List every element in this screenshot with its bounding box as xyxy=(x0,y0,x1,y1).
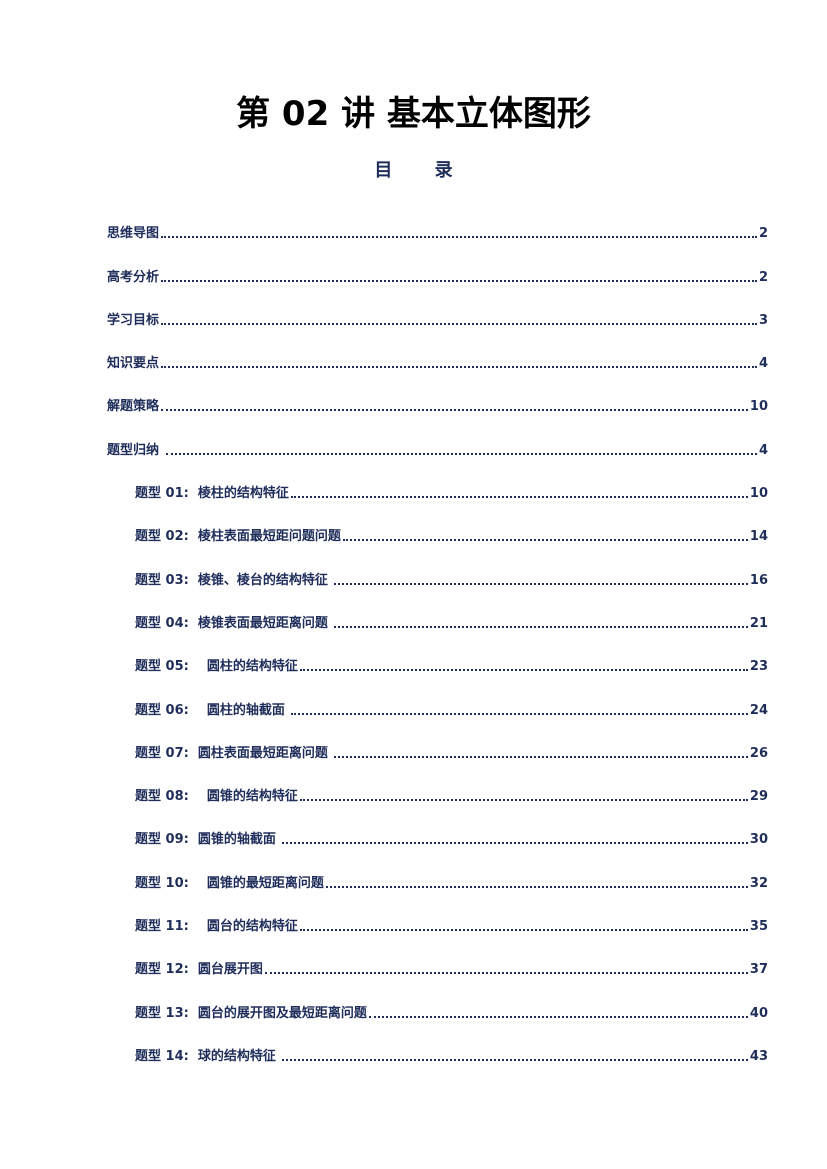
toc-page-number: 26 xyxy=(749,745,768,761)
toc-page-number: 10 xyxy=(749,486,768,502)
toc-heading: 目 录 xyxy=(374,160,453,181)
dot-leader xyxy=(161,236,757,239)
toc-entry-label: 高考分析 xyxy=(107,269,160,285)
dot-leader xyxy=(161,322,757,325)
toc-entry-label: 题型 04: 棱锥表面最短距离问题 xyxy=(135,615,333,631)
toc-entry[interactable]: 知识要点 4 xyxy=(107,352,768,395)
toc-entry-label: 思维导图 xyxy=(107,226,160,242)
toc-page-number: 4 xyxy=(758,356,768,372)
dot-leader xyxy=(334,755,748,758)
dot-leader xyxy=(291,712,748,715)
dot-leader xyxy=(290,496,748,499)
toc-page-number: 14 xyxy=(749,529,768,545)
toc-entry-label: 解题策略 xyxy=(107,399,160,415)
toc-entry-label: 题型 01: 棱柱的结构特征 xyxy=(135,486,289,502)
toc-page-number: 10 xyxy=(749,399,768,415)
toc-entry-label: 题型 13: 圆台的展开图及最短距离问题 xyxy=(135,1005,367,1021)
toc-subentry[interactable]: 题型 05: 圆柱的结构特征 23 xyxy=(107,655,768,698)
toc-page-number: 30 xyxy=(749,832,768,848)
dot-leader xyxy=(264,972,748,975)
toc-entry[interactable]: 高考分析 2 xyxy=(107,265,768,308)
toc-subentry[interactable]: 题型 06: 圆柱的轴截面 24 xyxy=(107,698,768,741)
table-of-contents: 思维导图 2 高考分析 2 学习目标 3 知识要点 4 解题策略 10 题型归纳 4 题型 01: 棱… xyxy=(107,222,768,1088)
toc-page-number: 40 xyxy=(749,1005,768,1021)
toc-subentry[interactable]: 题型 04: 棱锥表面最短距离问题 21 xyxy=(107,612,768,655)
dot-leader xyxy=(161,366,757,369)
toc-subentry[interactable]: 题型 13: 圆台的展开图及最短距离问题 40 xyxy=(107,1001,768,1044)
toc-entry-label: 题型 03: 棱锥、棱台的结构特征 xyxy=(135,572,333,588)
dot-leader xyxy=(299,799,748,802)
toc-entry[interactable]: 解题策略 10 xyxy=(107,395,768,438)
toc-page-number: 2 xyxy=(758,226,768,242)
dot-leader xyxy=(282,842,748,845)
dot-leader xyxy=(282,1058,748,1061)
dot-leader xyxy=(299,669,748,672)
toc-page-number: 2 xyxy=(758,269,768,285)
toc-entry-label: 题型 14: 球的结构特征 xyxy=(135,1048,281,1064)
toc-page-number: 37 xyxy=(749,962,768,978)
toc-page-number: 4 xyxy=(758,442,768,458)
dot-leader xyxy=(161,279,757,282)
toc-entry-label: 题型 08: 圆锥的结构特征 xyxy=(135,789,298,805)
dot-leader xyxy=(325,885,748,888)
toc-subentry[interactable]: 题型 10: 圆锥的最短距离问题 32 xyxy=(107,871,768,914)
toc-subentry[interactable]: 题型 14: 球的结构特征 43 xyxy=(107,1045,768,1088)
toc-entry[interactable]: 题型归纳 4 xyxy=(107,438,768,481)
dot-leader xyxy=(299,929,748,932)
toc-subentry[interactable]: 题型 11: 圆台的结构特征 35 xyxy=(107,915,768,958)
toc-entry-label: 题型 11: 圆台的结构特征 xyxy=(135,919,298,935)
toc-entry-label: 题型 02: 棱柱表面最短距问题问题 xyxy=(135,529,341,545)
toc-entry-label: 题型 06: 圆柱的轴截面 xyxy=(135,702,290,718)
toc-page-number: 16 xyxy=(749,572,768,588)
toc-entry-label: 题型 12: 圆台展开图 xyxy=(135,962,263,978)
toc-entry-label: 题型 10: 圆锥的最短距离问题 xyxy=(135,875,324,891)
toc-subentry[interactable]: 题型 08: 圆锥的结构特征 29 xyxy=(107,785,768,828)
toc-page-number: 43 xyxy=(749,1048,768,1064)
toc-page-number: 23 xyxy=(749,659,768,675)
toc-subentry[interactable]: 题型 02: 棱柱表面最短距问题问题 14 xyxy=(107,525,768,568)
toc-entry[interactable]: 学习目标 3 xyxy=(107,309,768,352)
toc-entry-label: 题型 09: 圆锥的轴截面 xyxy=(135,832,281,848)
toc-page-number: 32 xyxy=(749,875,768,891)
toc-subentry[interactable]: 题型 01: 棱柱的结构特征 10 xyxy=(107,482,768,525)
dot-leader xyxy=(368,1015,748,1018)
toc-entry[interactable]: 思维导图 2 xyxy=(107,222,768,265)
dot-leader xyxy=(334,625,748,628)
toc-page-number: 29 xyxy=(749,789,768,805)
page-title: 第 02 讲 基本立体图形 xyxy=(236,94,591,134)
toc-entry-label: 题型 05: 圆柱的结构特征 xyxy=(135,659,298,675)
toc-page-number: 21 xyxy=(749,615,768,631)
toc-subentry[interactable]: 题型 12: 圆台展开图 37 xyxy=(107,958,768,1001)
toc-page-number: 35 xyxy=(749,919,768,935)
dot-leader xyxy=(161,409,748,412)
dot-leader xyxy=(334,582,748,585)
toc-entry-label: 题型归纳 xyxy=(107,442,164,458)
dot-leader xyxy=(165,452,757,455)
toc-subentry[interactable]: 题型 09: 圆锥的轴截面 30 xyxy=(107,828,768,871)
toc-page-number: 3 xyxy=(758,312,768,328)
toc-page-number: 24 xyxy=(749,702,768,718)
toc-subentry[interactable]: 题型 03: 棱锥、棱台的结构特征 16 xyxy=(107,568,768,611)
toc-subentry[interactable]: 题型 07: 圆柱表面最短距离问题 26 xyxy=(107,742,768,785)
dot-leader xyxy=(342,539,748,542)
toc-entry-label: 学习目标 xyxy=(107,312,160,328)
toc-entry-label: 知识要点 xyxy=(107,356,160,372)
toc-entry-label: 题型 07: 圆柱表面最短距离问题 xyxy=(135,745,333,761)
